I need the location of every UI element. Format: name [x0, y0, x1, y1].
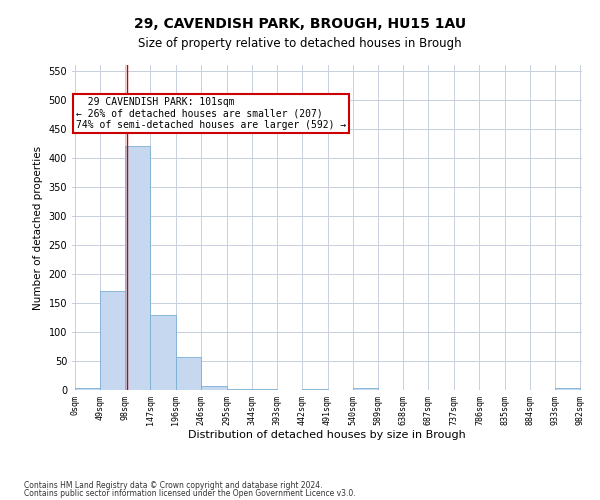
- X-axis label: Distribution of detached houses by size in Brough: Distribution of detached houses by size …: [188, 430, 466, 440]
- Text: Contains HM Land Registry data © Crown copyright and database right 2024.: Contains HM Land Registry data © Crown c…: [24, 480, 323, 490]
- Text: 29, CAVENDISH PARK, BROUGH, HU15 1AU: 29, CAVENDISH PARK, BROUGH, HU15 1AU: [134, 18, 466, 32]
- Bar: [227, 389, 252, 390]
- Bar: [202, 386, 227, 390]
- Bar: [100, 292, 125, 390]
- Text: 29 CAVENDISH PARK: 101sqm
← 26% of detached houses are smaller (207)
74% of semi: 29 CAVENDISH PARK: 101sqm ← 26% of detac…: [76, 97, 346, 130]
- Bar: [125, 146, 151, 390]
- Bar: [353, 388, 378, 390]
- Bar: [151, 314, 176, 390]
- Y-axis label: Number of detached properties: Number of detached properties: [33, 146, 43, 310]
- Text: Size of property relative to detached houses in Brough: Size of property relative to detached ho…: [138, 38, 462, 51]
- Bar: [74, 388, 100, 390]
- Bar: [176, 357, 202, 390]
- Bar: [555, 388, 580, 390]
- Text: Contains public sector information licensed under the Open Government Licence v3: Contains public sector information licen…: [24, 489, 356, 498]
